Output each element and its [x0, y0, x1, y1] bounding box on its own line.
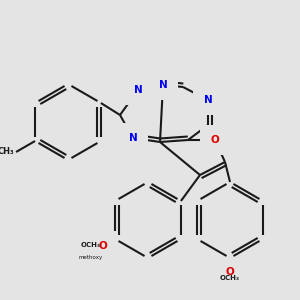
Text: N: N: [204, 95, 212, 105]
Text: N: N: [129, 133, 137, 143]
Text: OCH₃: OCH₃: [220, 275, 240, 281]
Text: methoxy: methoxy: [79, 255, 103, 260]
Text: OCH₃: OCH₃: [81, 242, 101, 248]
Text: N: N: [134, 85, 142, 95]
Text: O: O: [211, 135, 219, 145]
Text: O: O: [99, 241, 107, 251]
Text: O: O: [226, 267, 234, 277]
Text: N: N: [159, 80, 167, 90]
Text: CH₃: CH₃: [0, 148, 14, 157]
